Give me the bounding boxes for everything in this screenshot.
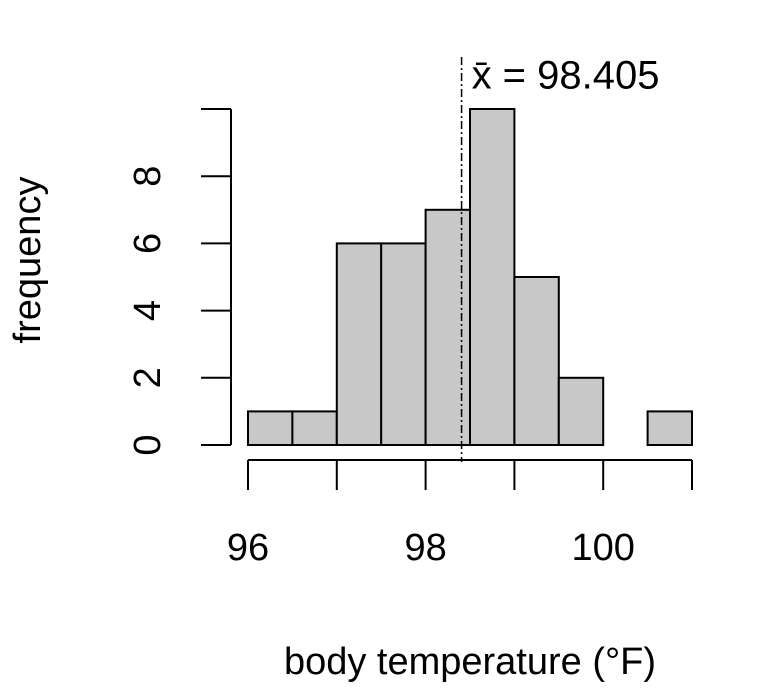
bar	[557, 376, 605, 446]
x-axis-label: body temperature (°F)	[284, 641, 656, 683]
y-axis-label: frequency	[7, 177, 49, 344]
bar	[380, 242, 427, 446]
y-tick-label: 6	[127, 233, 169, 254]
bar	[291, 410, 338, 446]
x-tick-label: 98	[404, 527, 446, 569]
y-tick-label: 2	[127, 367, 169, 388]
y-tick-label: 4	[127, 300, 169, 321]
bar	[513, 276, 560, 446]
bar	[335, 242, 383, 446]
x-tick-label: 100	[571, 527, 634, 569]
x-tick-label: 96	[227, 527, 269, 569]
mean-annotation: x̄ = 98.405	[472, 54, 660, 98]
y-tick-label: 0	[127, 434, 169, 455]
bar	[646, 410, 693, 446]
bar	[424, 208, 472, 446]
bar	[247, 410, 294, 446]
bar	[469, 108, 516, 446]
y-tick-label: 8	[127, 166, 169, 187]
